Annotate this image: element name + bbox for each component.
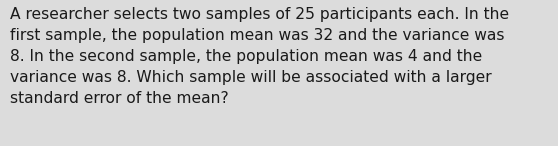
Text: A researcher selects two samples of 25 participants each. In the
first sample, t: A researcher selects two samples of 25 p… (10, 7, 509, 106)
